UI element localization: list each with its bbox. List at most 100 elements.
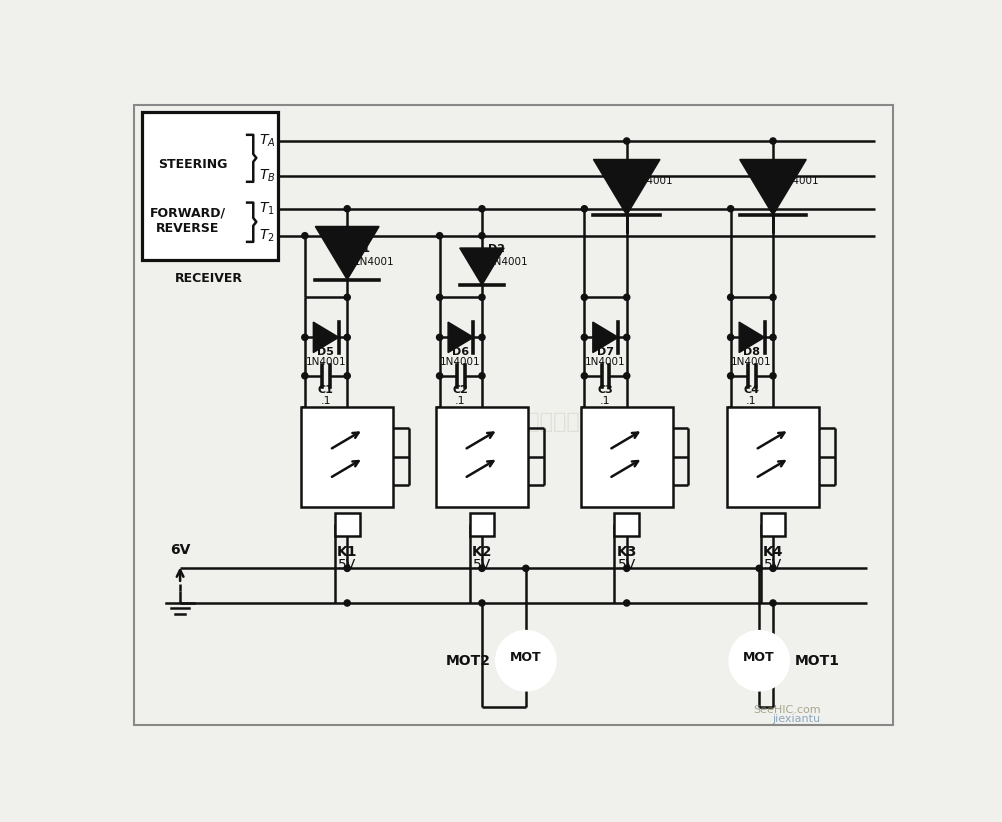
Circle shape bbox=[770, 372, 777, 379]
Circle shape bbox=[644, 482, 652, 489]
Circle shape bbox=[497, 631, 555, 690]
Text: K4: K4 bbox=[763, 545, 784, 559]
Circle shape bbox=[344, 206, 351, 212]
Circle shape bbox=[581, 206, 587, 212]
Circle shape bbox=[523, 566, 529, 571]
Text: $T_1$: $T_1$ bbox=[259, 201, 275, 217]
Circle shape bbox=[623, 372, 630, 379]
Circle shape bbox=[437, 294, 443, 300]
Text: K3: K3 bbox=[616, 545, 637, 559]
Circle shape bbox=[727, 294, 733, 300]
Text: MOT: MOT bbox=[743, 651, 775, 664]
Text: STEERING: STEERING bbox=[158, 158, 227, 171]
Circle shape bbox=[729, 631, 789, 690]
Bar bbox=[580, 407, 673, 506]
Circle shape bbox=[727, 206, 733, 212]
Polygon shape bbox=[314, 322, 339, 353]
Circle shape bbox=[727, 335, 733, 340]
Circle shape bbox=[437, 233, 443, 238]
Circle shape bbox=[727, 372, 733, 379]
Polygon shape bbox=[739, 159, 807, 215]
Circle shape bbox=[623, 600, 630, 606]
Circle shape bbox=[365, 482, 373, 489]
Text: .1: .1 bbox=[455, 396, 466, 406]
Bar bbox=[761, 513, 786, 536]
Text: jiexiantu: jiexiantu bbox=[773, 713, 821, 724]
Text: REVERSE: REVERSE bbox=[156, 221, 219, 234]
Bar bbox=[141, 113, 278, 261]
Circle shape bbox=[479, 566, 485, 571]
Circle shape bbox=[302, 233, 308, 238]
Text: .1: .1 bbox=[746, 396, 757, 406]
Text: $T_B$: $T_B$ bbox=[259, 168, 276, 184]
Text: D5: D5 bbox=[318, 347, 334, 357]
Circle shape bbox=[479, 206, 485, 212]
Text: $T_A$: $T_A$ bbox=[259, 133, 276, 149]
Text: C3: C3 bbox=[597, 385, 613, 395]
Circle shape bbox=[757, 566, 763, 571]
Circle shape bbox=[302, 372, 308, 379]
Circle shape bbox=[344, 566, 351, 571]
Text: SeeHIC.com: SeeHIC.com bbox=[754, 704, 821, 714]
Circle shape bbox=[479, 372, 485, 379]
Circle shape bbox=[479, 233, 485, 238]
Circle shape bbox=[344, 294, 351, 300]
Text: D8: D8 bbox=[742, 347, 760, 357]
Text: 5V: 5V bbox=[473, 557, 491, 571]
Polygon shape bbox=[448, 322, 474, 353]
Circle shape bbox=[365, 424, 373, 432]
Bar bbox=[726, 407, 820, 506]
Circle shape bbox=[437, 335, 443, 340]
Circle shape bbox=[770, 335, 777, 340]
Polygon shape bbox=[460, 248, 504, 285]
Text: FORWARD/: FORWARD/ bbox=[149, 206, 225, 219]
Circle shape bbox=[479, 335, 485, 340]
Text: 1N4001: 1N4001 bbox=[633, 176, 673, 186]
Bar bbox=[335, 513, 360, 536]
Circle shape bbox=[581, 372, 587, 379]
Text: K2: K2 bbox=[472, 545, 492, 559]
Circle shape bbox=[791, 482, 799, 489]
Circle shape bbox=[644, 424, 652, 432]
Circle shape bbox=[770, 294, 777, 300]
Polygon shape bbox=[593, 322, 618, 353]
Text: 1N4001: 1N4001 bbox=[780, 176, 820, 186]
Circle shape bbox=[791, 424, 799, 432]
Circle shape bbox=[581, 294, 587, 300]
Circle shape bbox=[437, 372, 443, 379]
Text: RECEIVER: RECEIVER bbox=[174, 272, 242, 285]
Text: D4: D4 bbox=[780, 163, 797, 173]
Circle shape bbox=[770, 138, 777, 144]
Circle shape bbox=[623, 566, 630, 571]
Polygon shape bbox=[593, 159, 660, 215]
Text: 杭州将睿科技有限公司: 杭州将睿科技有限公司 bbox=[447, 412, 580, 432]
Polygon shape bbox=[739, 322, 765, 353]
Text: D1: D1 bbox=[354, 244, 371, 254]
Text: MOT1: MOT1 bbox=[795, 653, 840, 667]
Circle shape bbox=[500, 453, 507, 460]
Circle shape bbox=[770, 600, 777, 606]
Text: $T_2$: $T_2$ bbox=[259, 228, 275, 244]
Text: 1N4001: 1N4001 bbox=[306, 358, 346, 367]
Circle shape bbox=[344, 335, 351, 340]
Text: D2: D2 bbox=[488, 244, 505, 254]
Circle shape bbox=[302, 335, 308, 340]
Text: .1: .1 bbox=[321, 396, 331, 406]
Bar bbox=[614, 513, 639, 536]
Text: K1: K1 bbox=[337, 545, 358, 559]
Circle shape bbox=[623, 206, 630, 212]
Circle shape bbox=[500, 424, 507, 432]
Bar bbox=[436, 407, 528, 506]
Text: 1N4001: 1N4001 bbox=[731, 358, 772, 367]
Circle shape bbox=[623, 335, 630, 340]
Circle shape bbox=[479, 294, 485, 300]
Text: 1N4001: 1N4001 bbox=[585, 358, 625, 367]
Circle shape bbox=[623, 294, 630, 300]
Circle shape bbox=[344, 372, 351, 379]
Text: MOT: MOT bbox=[510, 651, 542, 664]
Text: D6: D6 bbox=[452, 347, 469, 357]
Text: 5V: 5V bbox=[338, 557, 357, 571]
Text: .1: .1 bbox=[600, 396, 610, 406]
Bar bbox=[301, 407, 394, 506]
Text: 6V: 6V bbox=[170, 543, 190, 556]
